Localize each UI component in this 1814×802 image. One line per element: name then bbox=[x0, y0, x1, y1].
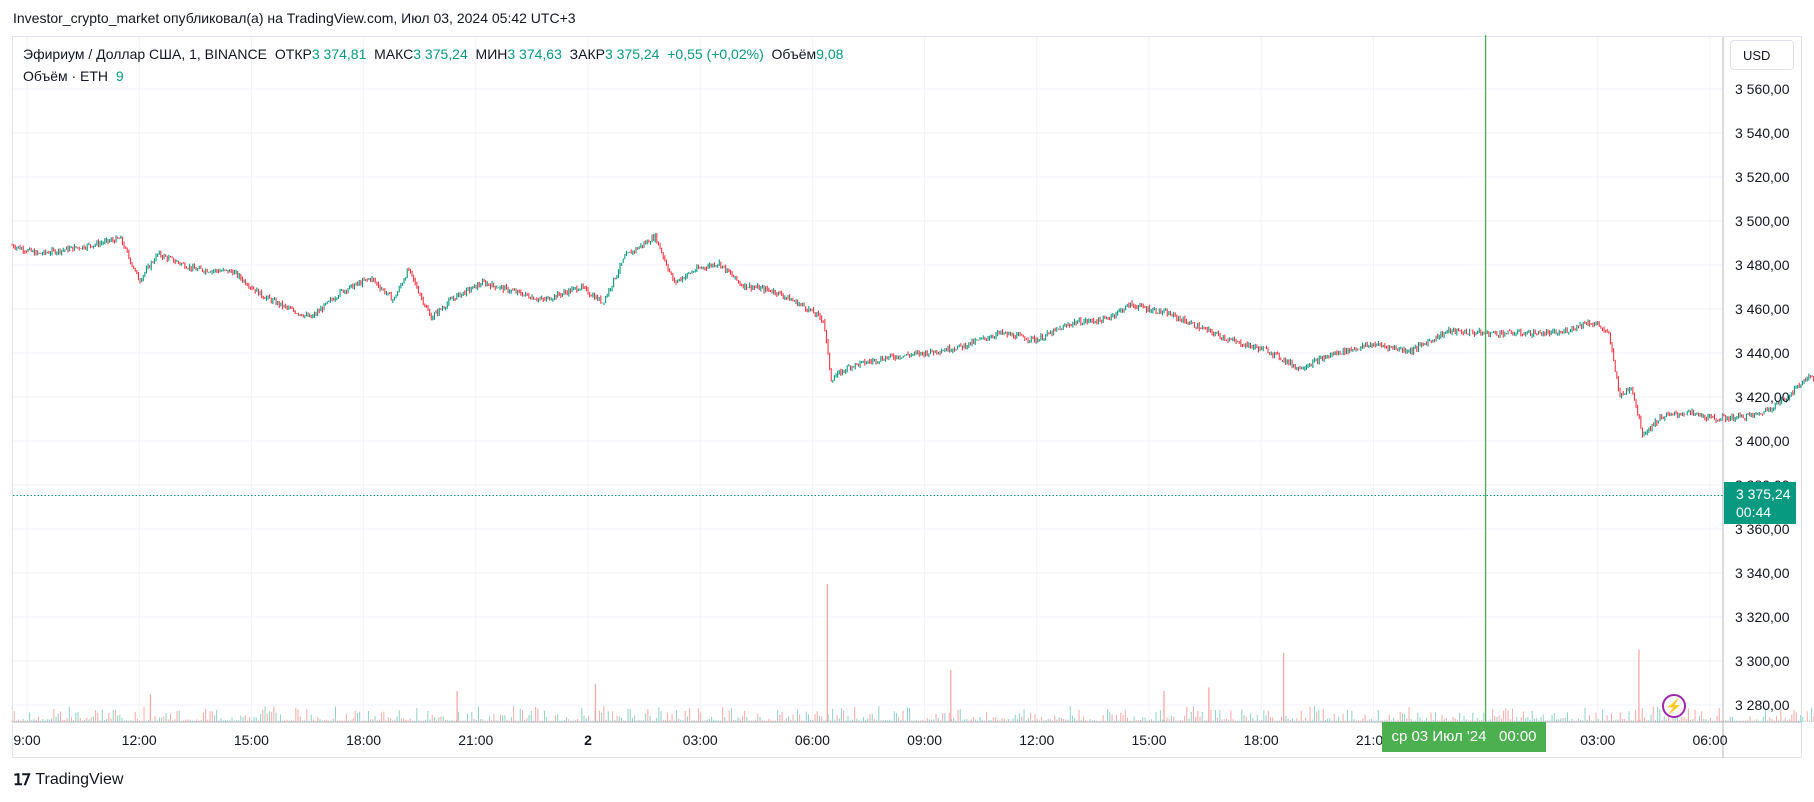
symbol-name[interactable]: Эфириум / Доллар США, 1, BINANCE bbox=[23, 46, 267, 62]
high-label: МАКС bbox=[374, 46, 414, 62]
price-axis-tick: 3 540,00 bbox=[1735, 125, 1790, 141]
time-axis-tick: 21:00 bbox=[458, 732, 493, 748]
time-axis-tick: 12:00 bbox=[1019, 732, 1054, 748]
price-axis-tick: 3 420,00 bbox=[1735, 389, 1790, 405]
ohlc-legend-row: Эфириум / Доллар США, 1, BINANCE ОТКР3 37… bbox=[23, 44, 843, 66]
price-axis-tick: 3 480,00 bbox=[1735, 257, 1790, 273]
open-label: ОТКР bbox=[274, 46, 312, 62]
price-axis-tick: 3 400,00 bbox=[1735, 433, 1790, 449]
last-price-badge: 3 375,24 00:44 bbox=[1724, 482, 1796, 524]
time-axis-tick: 18:00 bbox=[346, 732, 381, 748]
time-axis-tick: 18:00 bbox=[1244, 732, 1279, 748]
publisher-line: Investor_crypto_market опубликовал(а) на… bbox=[13, 10, 576, 26]
low-value: 3 374,63 bbox=[507, 46, 562, 62]
tradingview-logo-icon: 𝟣𝟩 bbox=[13, 772, 31, 789]
brand-name: TradingView bbox=[35, 771, 124, 788]
footer-brand: 𝟣𝟩 TradingView bbox=[13, 770, 123, 790]
time-axis-tick: 2 bbox=[584, 732, 592, 748]
time-axis-tick: 03:00 bbox=[683, 732, 718, 748]
price-axis-tick: 3 520,00 bbox=[1735, 169, 1790, 185]
time-axis-tick: 15:00 bbox=[1131, 732, 1166, 748]
volume-legend-row: Объём · ETH 9 bbox=[23, 66, 843, 88]
last-price-value: 3 375,24 bbox=[1736, 486, 1791, 502]
price-axis-labels: 3 560,00 3 540,00 3 520,00 3 500,00 3 480,00… bbox=[1735, 81, 1790, 713]
open-value: 3 374,81 bbox=[311, 46, 367, 62]
time-axis-tick: 03:00 bbox=[1580, 732, 1615, 748]
grid-lines bbox=[13, 37, 1723, 722]
time-axis-tick: 06:00 bbox=[795, 732, 830, 748]
high-value: 3 375,24 bbox=[413, 46, 468, 62]
currency-button[interactable]: USD bbox=[1730, 40, 1794, 70]
chart-frame bbox=[12, 36, 1802, 758]
volume-study-value: 9 bbox=[115, 68, 124, 84]
low-label: МИН bbox=[475, 46, 508, 62]
close-value: 3 375,24 bbox=[604, 46, 660, 62]
time-axis-tick: 9:00 bbox=[13, 732, 40, 748]
volume-series bbox=[11, 583, 1814, 722]
volume-study-label[interactable]: Объём · ETH bbox=[23, 68, 109, 84]
chart-legend: Эфириум / Доллар США, 1, BINANCE ОТКР3 37… bbox=[23, 44, 843, 88]
price-axis-tick: 3 320,00 bbox=[1735, 609, 1790, 625]
change-value: +0,55 (+0,02%) bbox=[667, 46, 764, 62]
price-axis-tick: 3 460,00 bbox=[1735, 301, 1790, 317]
price-axis-tick: 3 500,00 bbox=[1735, 213, 1790, 229]
price-axis-tick: 3 560,00 bbox=[1735, 81, 1790, 97]
time-axis-labels: 9:00 12:00 15:00 18:00 21:00 2 03:00 06:00 09:00… bbox=[13, 732, 1727, 748]
time-axis-tick: 12:00 bbox=[122, 732, 157, 748]
price-axis-tick: 3 440,00 bbox=[1735, 345, 1790, 361]
crosshair-date-label: ср 03 Июл '24 00:00 bbox=[1382, 722, 1546, 752]
price-axis-tick: 3 340,00 bbox=[1735, 565, 1790, 581]
close-label: ЗАКР bbox=[569, 46, 605, 62]
time-axis-tick: 09:00 bbox=[907, 732, 942, 748]
lightning-icon[interactable]: ⚡ bbox=[1662, 694, 1686, 718]
price-axis-tick: 3 280,00 bbox=[1735, 697, 1790, 713]
time-axis-tick: 15:00 bbox=[234, 732, 269, 748]
time-axis-tick: 06:00 bbox=[1692, 732, 1727, 748]
volume-label: Объём bbox=[771, 46, 817, 62]
price-axis-tick: 3 300,00 bbox=[1735, 653, 1790, 669]
bar-countdown: 00:44 bbox=[1736, 504, 1772, 520]
price-series bbox=[11, 233, 1814, 438]
volume-value: 9,08 bbox=[816, 46, 844, 62]
price-axis-tick: 3 360,00 bbox=[1735, 521, 1790, 537]
